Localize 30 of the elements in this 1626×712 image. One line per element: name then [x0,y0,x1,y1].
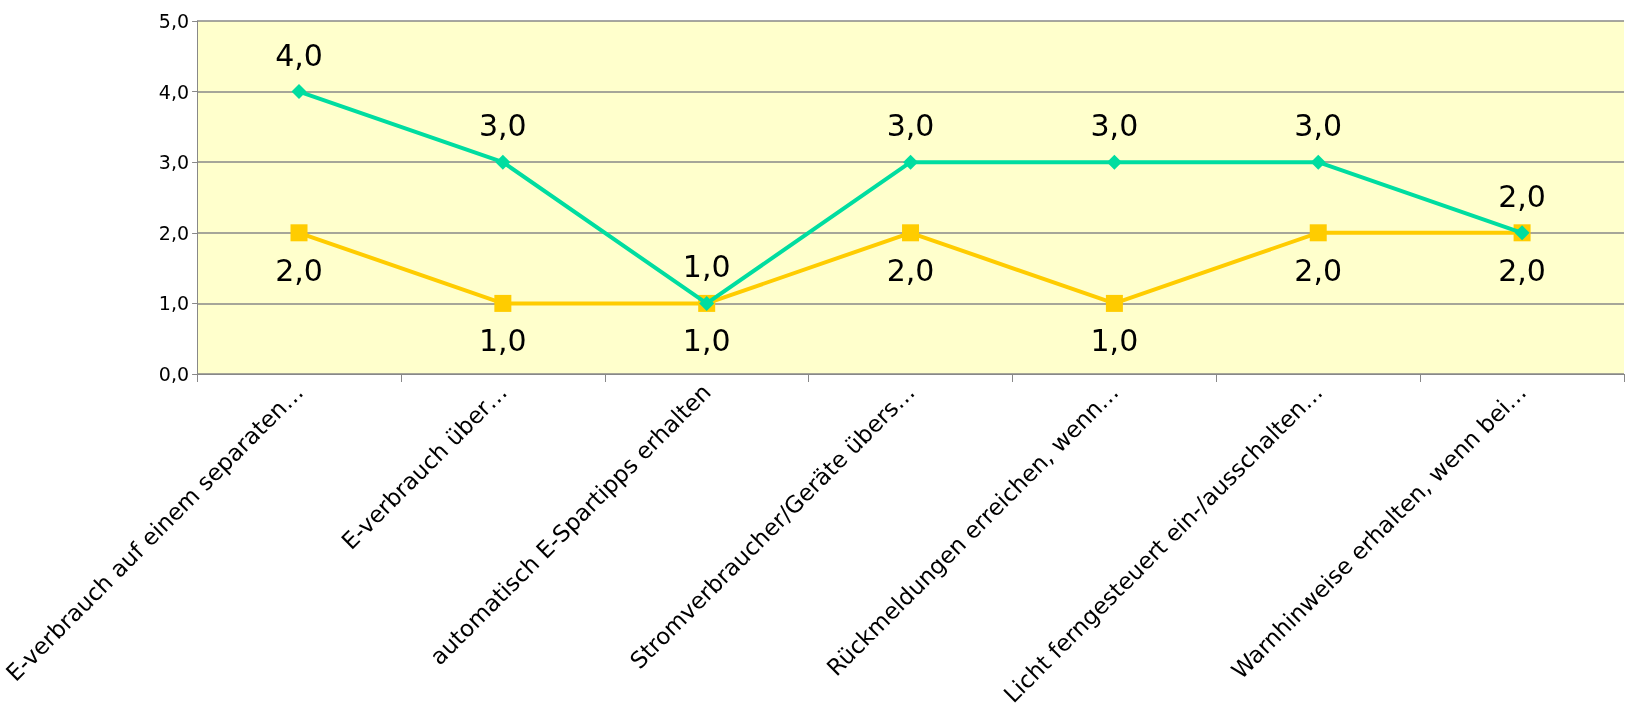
data-label: 3,0 [1294,108,1343,144]
data-label: 2,0 [1498,252,1546,288]
y-tick-label: 4,0 [158,80,190,103]
data-label: 4,0 [275,37,323,73]
point [902,224,920,242]
data-label: 1,0 [479,323,527,359]
data-label: 2,0 [1294,252,1343,288]
data-label: 2,0 [886,252,935,288]
y-tick-label: 2,0 [158,221,190,244]
point [494,294,512,312]
point [495,154,511,170]
data-label: 1,0 [682,249,731,285]
data-label: 3,0 [1090,108,1139,144]
data-label: 3,0 [479,108,527,144]
point [1106,154,1122,170]
point [1310,154,1326,170]
data-label: 1,0 [682,323,731,359]
point [903,154,919,170]
data-label: 2,0 [1498,178,1546,214]
data-label: 1,0 [1090,323,1139,359]
data-label: 3,0 [886,108,935,144]
point [291,84,307,100]
y-tick-label: 1,0 [158,292,190,315]
point [290,224,308,242]
y-tick-label: 5,0 [158,10,190,32]
point [1309,224,1327,242]
point [1105,294,1123,312]
data-label: 2,0 [275,252,323,288]
y-tick-label: 0,0 [158,363,190,385]
y-tick-label: 3,0 [158,151,190,174]
